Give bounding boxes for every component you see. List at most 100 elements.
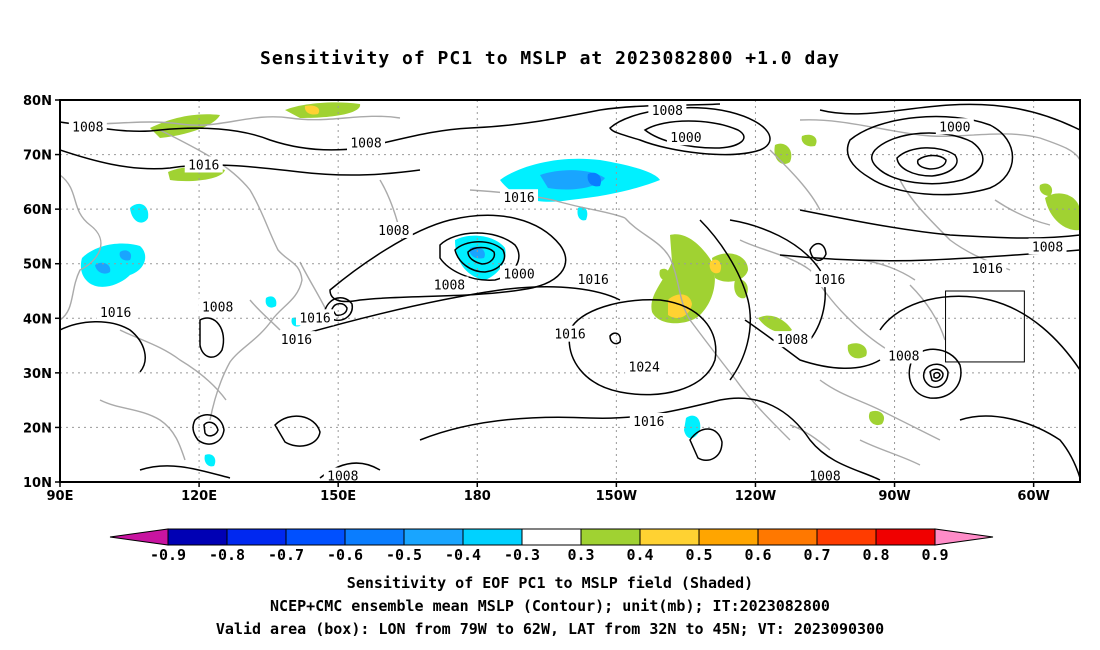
- contour-label: 1008: [378, 224, 409, 239]
- colorbar-swatch: [639, 528, 700, 546]
- contour-line: [329, 214, 567, 303]
- contour-line: [609, 332, 622, 345]
- lon-tick-label: 90W: [878, 489, 910, 504]
- lat-tick-label: 40N: [23, 312, 52, 327]
- contour-line: [203, 421, 219, 437]
- contour-label: 1016: [578, 273, 609, 288]
- contour-label-bg: [347, 134, 385, 151]
- colorbar-level-label: 0.9: [921, 546, 948, 564]
- colorbar-swatch: [167, 528, 228, 546]
- contour-label-bg: [184, 156, 223, 173]
- lon-tick-label: 150E: [320, 489, 356, 504]
- contour-label: 1008: [777, 333, 808, 348]
- contour-label-bg: [968, 260, 1007, 277]
- colorbar-level-label: 0.4: [626, 546, 653, 564]
- contour-label-bg: [551, 325, 589, 342]
- lat-tick-label: 10N: [23, 476, 52, 491]
- contour-line: [299, 286, 621, 336]
- contour-label-bg: [96, 303, 135, 320]
- contour-line: [799, 209, 1080, 239]
- colorbar-swatch: [521, 528, 582, 546]
- contour-label: 1008: [888, 349, 919, 364]
- contour-line: [959, 415, 1080, 479]
- contour-line: [192, 414, 225, 445]
- contour-label-bg: [198, 298, 237, 315]
- lon-tick-label: 60W: [1017, 489, 1049, 504]
- contour-line: [729, 219, 826, 341]
- colorbar-level-label: -0.8: [209, 546, 245, 564]
- contour-label: 1008: [434, 279, 465, 294]
- contour-line: [819, 103, 1080, 131]
- contour-label: 1016: [188, 158, 219, 173]
- contour-line: [689, 428, 723, 462]
- colorbar-level-label: -0.4: [445, 546, 481, 564]
- contour-label: 1008: [652, 104, 683, 119]
- contour-line: [699, 219, 752, 381]
- contour-label-bg: [277, 331, 316, 348]
- contour-label: 1008: [809, 470, 840, 485]
- contour-label-bg: [884, 347, 923, 364]
- contour-label: 1000: [503, 268, 534, 283]
- contour-line: [199, 317, 225, 358]
- contour-label-bg: [296, 309, 334, 326]
- colorbar-level-label: 0.6: [744, 546, 771, 564]
- contour-label-bg: [935, 118, 974, 135]
- contour-label: 1000: [670, 131, 701, 146]
- lat-tick-label: 20N: [23, 421, 52, 436]
- contour-label-bg: [773, 331, 812, 348]
- colorbar-swatch: [403, 528, 464, 546]
- contour-line: [916, 154, 947, 170]
- contour-label-bg: [374, 221, 413, 238]
- contour-label: 1008: [350, 137, 381, 152]
- contour-line: [896, 147, 958, 177]
- contour-line: [870, 132, 984, 185]
- contour-label: 1016: [503, 191, 534, 206]
- contour-label-bg: [500, 189, 538, 206]
- contour-label: 1000: [939, 120, 970, 135]
- caption-line-2: NCEP+CMC ensemble mean MSLP (Contour); u…: [270, 597, 830, 615]
- contour-label: 1024: [629, 360, 660, 375]
- lon-tick-label: 180: [464, 489, 491, 504]
- contour-label-bg: [68, 118, 107, 135]
- contour-label-bg: [625, 358, 664, 375]
- contour-line: [568, 299, 717, 396]
- contour-label-bg: [1028, 238, 1067, 255]
- contour-line: [331, 302, 348, 316]
- contour-line: [846, 115, 1014, 196]
- map-frame: [59, 99, 1081, 483]
- colorbar-swatch: [344, 528, 405, 546]
- lon-tick-label: 90E: [47, 489, 74, 504]
- contour-line: [929, 368, 944, 382]
- contour-line: [922, 363, 949, 388]
- colorbar-swatch: [875, 528, 936, 546]
- negative-strong-sensitivity-shading: [587, 172, 602, 187]
- colorbar-level-label: -0.6: [327, 546, 363, 564]
- contour-line: [60, 149, 421, 176]
- coastlines: [60, 115, 1080, 466]
- contour-labels: 1008 1008 1016 1008 1000 1000 1016 1008 1000 1008…: [68, 101, 1067, 485]
- colorbar-level-label: -0.7: [268, 546, 304, 564]
- lat-tick-label: 60N: [23, 203, 52, 218]
- colorbar-swatch: [698, 528, 759, 546]
- contour-label-bg: [810, 271, 849, 288]
- contour-label: 1016: [554, 328, 585, 343]
- contour-label: 1016: [100, 306, 131, 321]
- contour-label-bg: [500, 265, 538, 282]
- colorbar-swatch: [462, 528, 523, 546]
- valid-area-box: [945, 290, 1025, 363]
- contour-line: [274, 415, 321, 447]
- contour-label-bg: [806, 467, 844, 484]
- contour-label: 1008: [327, 470, 358, 485]
- contour-line: [454, 241, 506, 273]
- lat-tick-label: 70N: [23, 149, 52, 164]
- colorbar-swatch: [757, 528, 818, 546]
- contour-line: [60, 321, 146, 373]
- contour-label-bg: [574, 271, 613, 288]
- lat-lon-grid: [60, 100, 1080, 482]
- contour-line: [467, 246, 496, 265]
- contour-label-bg: [648, 101, 687, 118]
- colorbar-level-label: -0.9: [150, 546, 186, 564]
- contour-label: 1016: [814, 273, 845, 288]
